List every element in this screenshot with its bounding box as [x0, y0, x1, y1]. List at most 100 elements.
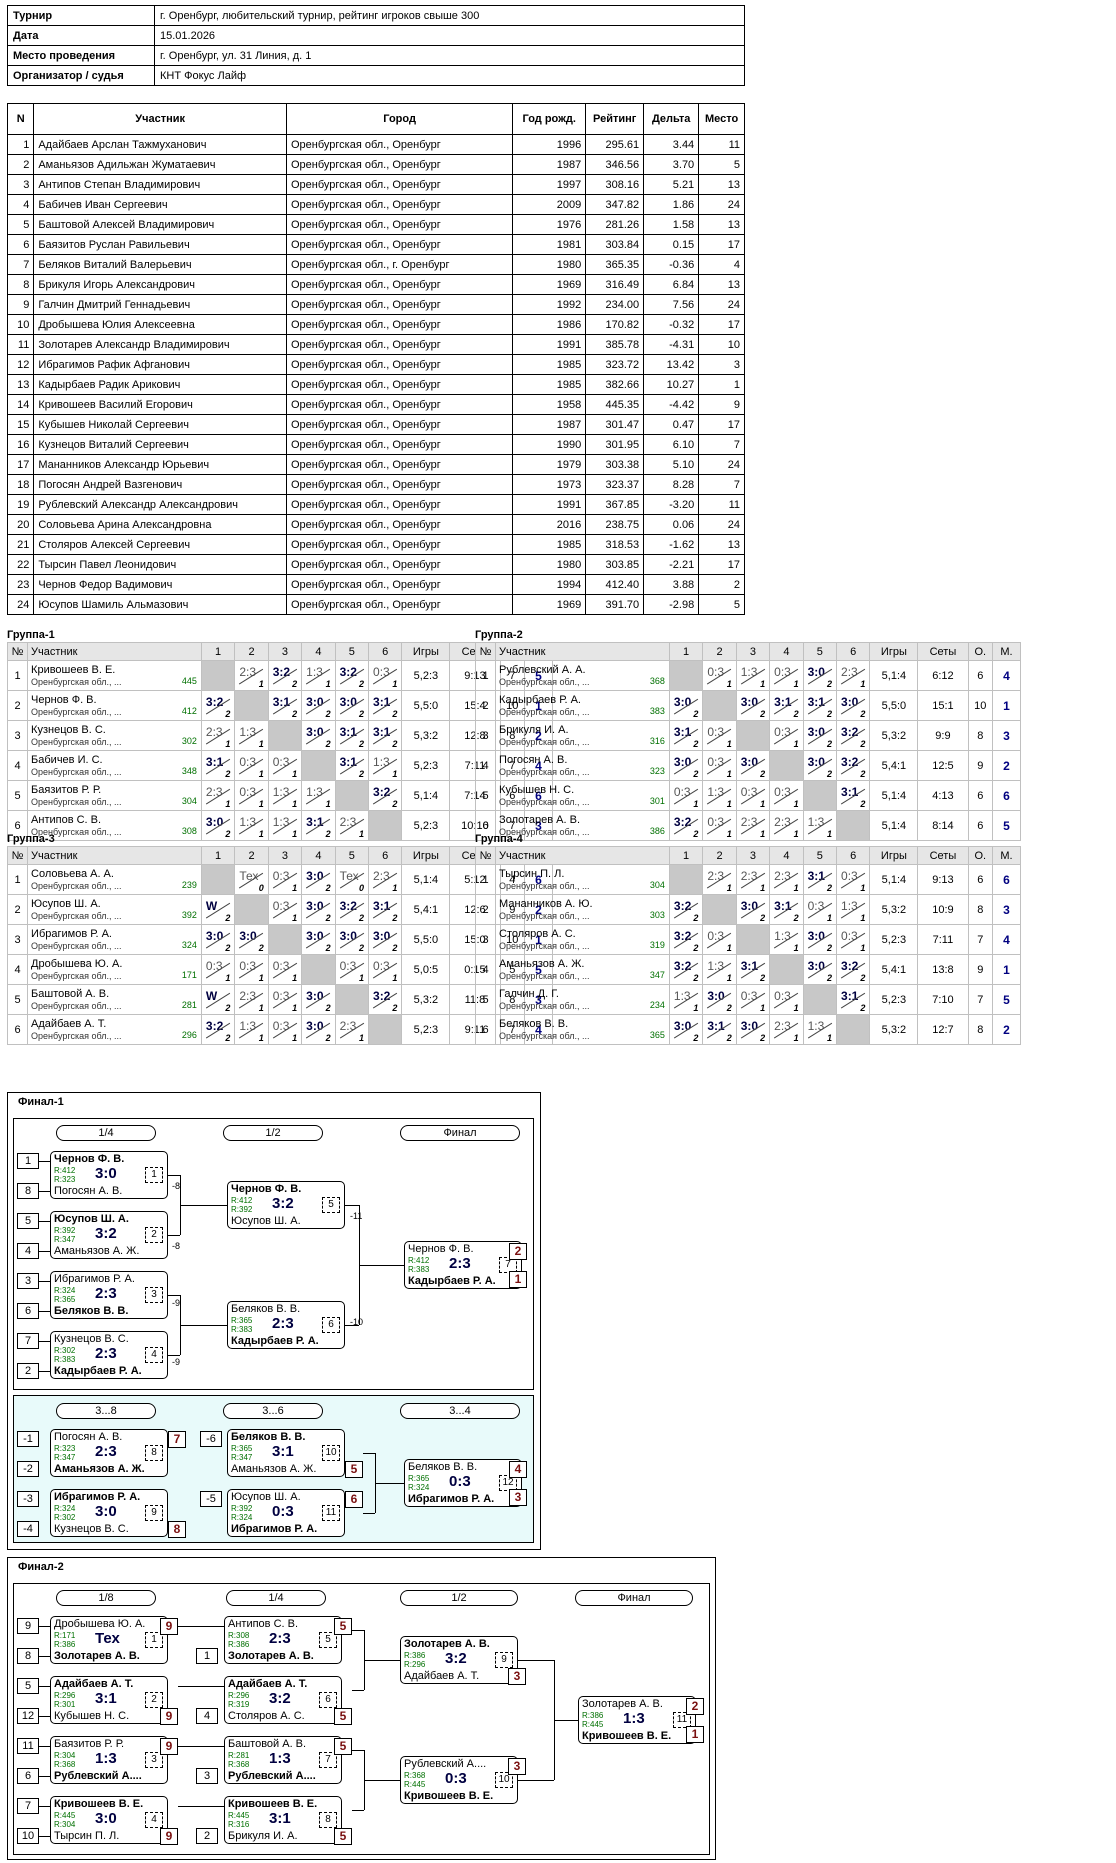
group-result-cell: 2:3 1 — [769, 1014, 804, 1045]
match-player-2: Юсупов Ш. А. — [231, 1215, 301, 1227]
group-result-cell: 0:3 1 — [702, 810, 737, 841]
match-player-1: Беляков В. В. — [231, 1431, 306, 1443]
group-3: Группа-3№Участник123456ИгрыСетыО.М.1Соло… — [6, 832, 553, 1045]
participant-cell: 9 — [698, 394, 745, 415]
info-key: Дата — [7, 25, 155, 46]
group-row-number: 6 — [6, 1014, 29, 1045]
group-result-cell: 0:3 1 — [267, 954, 303, 985]
match-score: 3:0 — [807, 665, 825, 679]
group-player: Антипов С. В. Оренбургская обл., ... 308 — [27, 810, 202, 841]
place-badge: 3 — [508, 1668, 526, 1685]
player-city: Оренбургская обл., ... — [499, 910, 590, 921]
connector — [39, 1311, 51, 1312]
group-result-cell: 3:0 2 — [668, 750, 704, 781]
match-points: 1 — [726, 973, 732, 983]
group-result-cell: 0:3 1 — [735, 780, 771, 811]
participant-cell: 170.82 — [585, 314, 645, 335]
bracket-match: Юсупов Ш. А. R:392 R:347 3:2 2 Аманьязов А. Ж… — [50, 1211, 168, 1259]
group-place: 2 — [992, 750, 1021, 781]
match-points: 1 — [860, 943, 866, 953]
result: 0:3 1 — [837, 865, 869, 894]
result: 1:3 1 — [770, 925, 802, 954]
match-score: 2:3 — [239, 989, 257, 1003]
group-result-cell: 1:3 1 — [301, 780, 336, 811]
participant-cell: Юсупов Шамиль Альмазович — [33, 594, 287, 615]
place-badge: 3 — [508, 1758, 526, 1775]
participant-cell: 20 — [6, 514, 35, 535]
match-rating-2: R:301 — [54, 1700, 76, 1709]
result: 3:0 2 — [737, 751, 769, 780]
connector — [39, 1656, 51, 1657]
group-result-cell: 3:1 2 — [769, 690, 804, 721]
group-points: 6 — [967, 780, 994, 811]
group-games: 5,1:4 — [401, 864, 451, 895]
match-number: 5 — [319, 1632, 337, 1648]
player-rating: 303 — [649, 910, 665, 920]
match-player-2: Ибрагимов Р. А. — [408, 1493, 495, 1505]
info-key: Место проведения — [7, 45, 155, 66]
group-header-cell: О. — [967, 642, 994, 661]
group-header-cell: 2 — [234, 846, 269, 865]
match-points: 2 — [359, 739, 365, 749]
match-score: 1:3 — [269, 1750, 291, 1767]
match-points: 2 — [860, 769, 866, 779]
result: 3:0 2 — [302, 1015, 334, 1044]
player-city: Оренбургская обл., ... — [31, 796, 122, 807]
group-result-cell: 3:0 2 — [368, 924, 403, 955]
match-rating-2: R:323 — [54, 1175, 76, 1184]
bracket-match: Адайбаев А. Т. R:296 R:301 3:1 2 Кубышев Н. С… — [50, 1676, 168, 1724]
participant-cell: 1985 — [512, 354, 587, 375]
group-result-cell: 3:0 2 — [668, 690, 704, 721]
player-rating: 316 — [649, 736, 665, 746]
participant-cell: 15 — [6, 414, 35, 435]
group-result-cell: 3:0 2 — [735, 690, 771, 721]
result: 1:3 1 — [804, 811, 836, 840]
group-header-cell: 5 — [802, 846, 838, 865]
group-games: 5,4:1 — [869, 954, 919, 985]
group-header-cell: 3 — [267, 642, 303, 661]
connector — [363, 1453, 375, 1454]
match-rating-1: R:281 — [228, 1751, 250, 1760]
group-header-cell: 5 — [334, 642, 370, 661]
player-name: Антипов С. В. — [31, 813, 102, 826]
group-result-cell: 0:3 1 — [735, 984, 771, 1015]
match-rating-2: R:324 — [408, 1483, 430, 1492]
result: 3:1 2 — [269, 691, 301, 720]
participant-cell: Аманьязов Адильжан Жуматаевич — [33, 154, 287, 175]
match-score: 3:2 — [205, 695, 224, 709]
match-number: 6 — [319, 1692, 337, 1708]
result: 3:0 2 — [302, 865, 334, 894]
group-sets: 6:12 — [917, 660, 969, 691]
group-place: 2 — [992, 1014, 1021, 1045]
match-score: 3:0 — [339, 929, 357, 943]
participant-cell: 3 — [6, 174, 35, 195]
participant-cell: 4 — [6, 194, 35, 215]
group-cell-self — [368, 810, 403, 841]
match-number: 8 — [145, 1445, 163, 1461]
match-score: Тех — [339, 869, 359, 883]
participant-cell: 1976 — [512, 214, 587, 235]
group-header-cell: 5 — [802, 642, 838, 661]
group-cell-self — [301, 954, 336, 985]
participant-cell: 1985 — [512, 374, 587, 395]
participant-row: 21 Столяров Алексей Сергеевич Оренбургская… — [6, 534, 745, 555]
group-cell-self — [301, 750, 336, 781]
group-result-cell: 1:3 1 — [234, 810, 269, 841]
participant-row: 4 Бабичев Иван Сергеевич Оренбургская обл.… — [6, 194, 745, 215]
result: 0:3 1 — [770, 661, 802, 690]
group-place: 5 — [992, 810, 1021, 841]
match-player-2: Кадырбаев Р. А. — [231, 1335, 319, 1347]
player-name: Адайбаев А. Т. — [31, 1017, 107, 1030]
match-number: 7 — [319, 1752, 337, 1768]
match-player-1: Ибрагимов Р. А. — [54, 1491, 141, 1503]
match-score: 0:3 — [373, 959, 390, 973]
group-header-cell: 1 — [668, 846, 704, 865]
participant-cell: 391.70 — [585, 594, 645, 615]
match-points: 2 — [760, 769, 766, 779]
match-score: 3:0 — [740, 899, 759, 913]
match-score: W — [205, 989, 218, 1003]
seed-number: -5 — [200, 1491, 222, 1507]
participants-header-row: N Участник Город Год рожд. Рейтинг Дельта Мест… — [6, 103, 745, 135]
group-games: 5,3:2 — [869, 894, 919, 925]
